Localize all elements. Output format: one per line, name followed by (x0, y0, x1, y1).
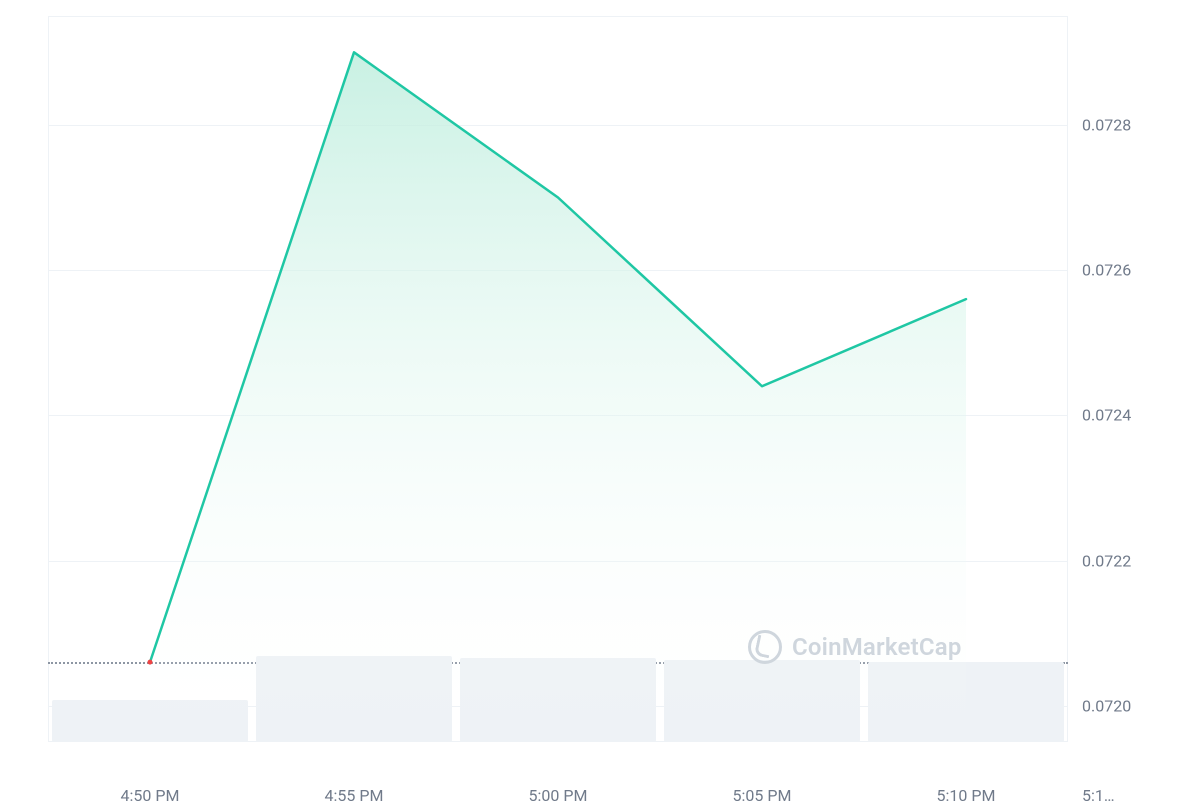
price-chart[interactable]: CoinMarketCap 0.0720 0.0722 0.0724 0.0726 0.… (48, 16, 1152, 796)
x-tick-label: 4:50 PM (121, 786, 180, 805)
x-tick-label: 4:55 PM (325, 786, 384, 805)
coinmarketcap-logo-icon (748, 630, 782, 664)
x-tick-label: 5:05 PM (733, 786, 792, 805)
coinmarketcap-watermark: CoinMarketCap (748, 630, 962, 664)
x-tick-label: 5:10 PM (937, 786, 996, 805)
x-tick-label: 5:00 PM (529, 786, 588, 805)
watermark-text: CoinMarketCap (792, 633, 962, 661)
start-marker (148, 660, 153, 665)
y-tick-label: 0.0726 (1082, 261, 1131, 280)
y-tick-label: 0.0720 (1082, 696, 1131, 715)
y-tick-label: 0.0724 (1082, 406, 1131, 425)
y-tick-label: 0.0722 (1082, 551, 1131, 570)
x-tick-label: 5:1… (1082, 786, 1115, 805)
y-tick-label: 0.0728 (1082, 115, 1131, 134)
